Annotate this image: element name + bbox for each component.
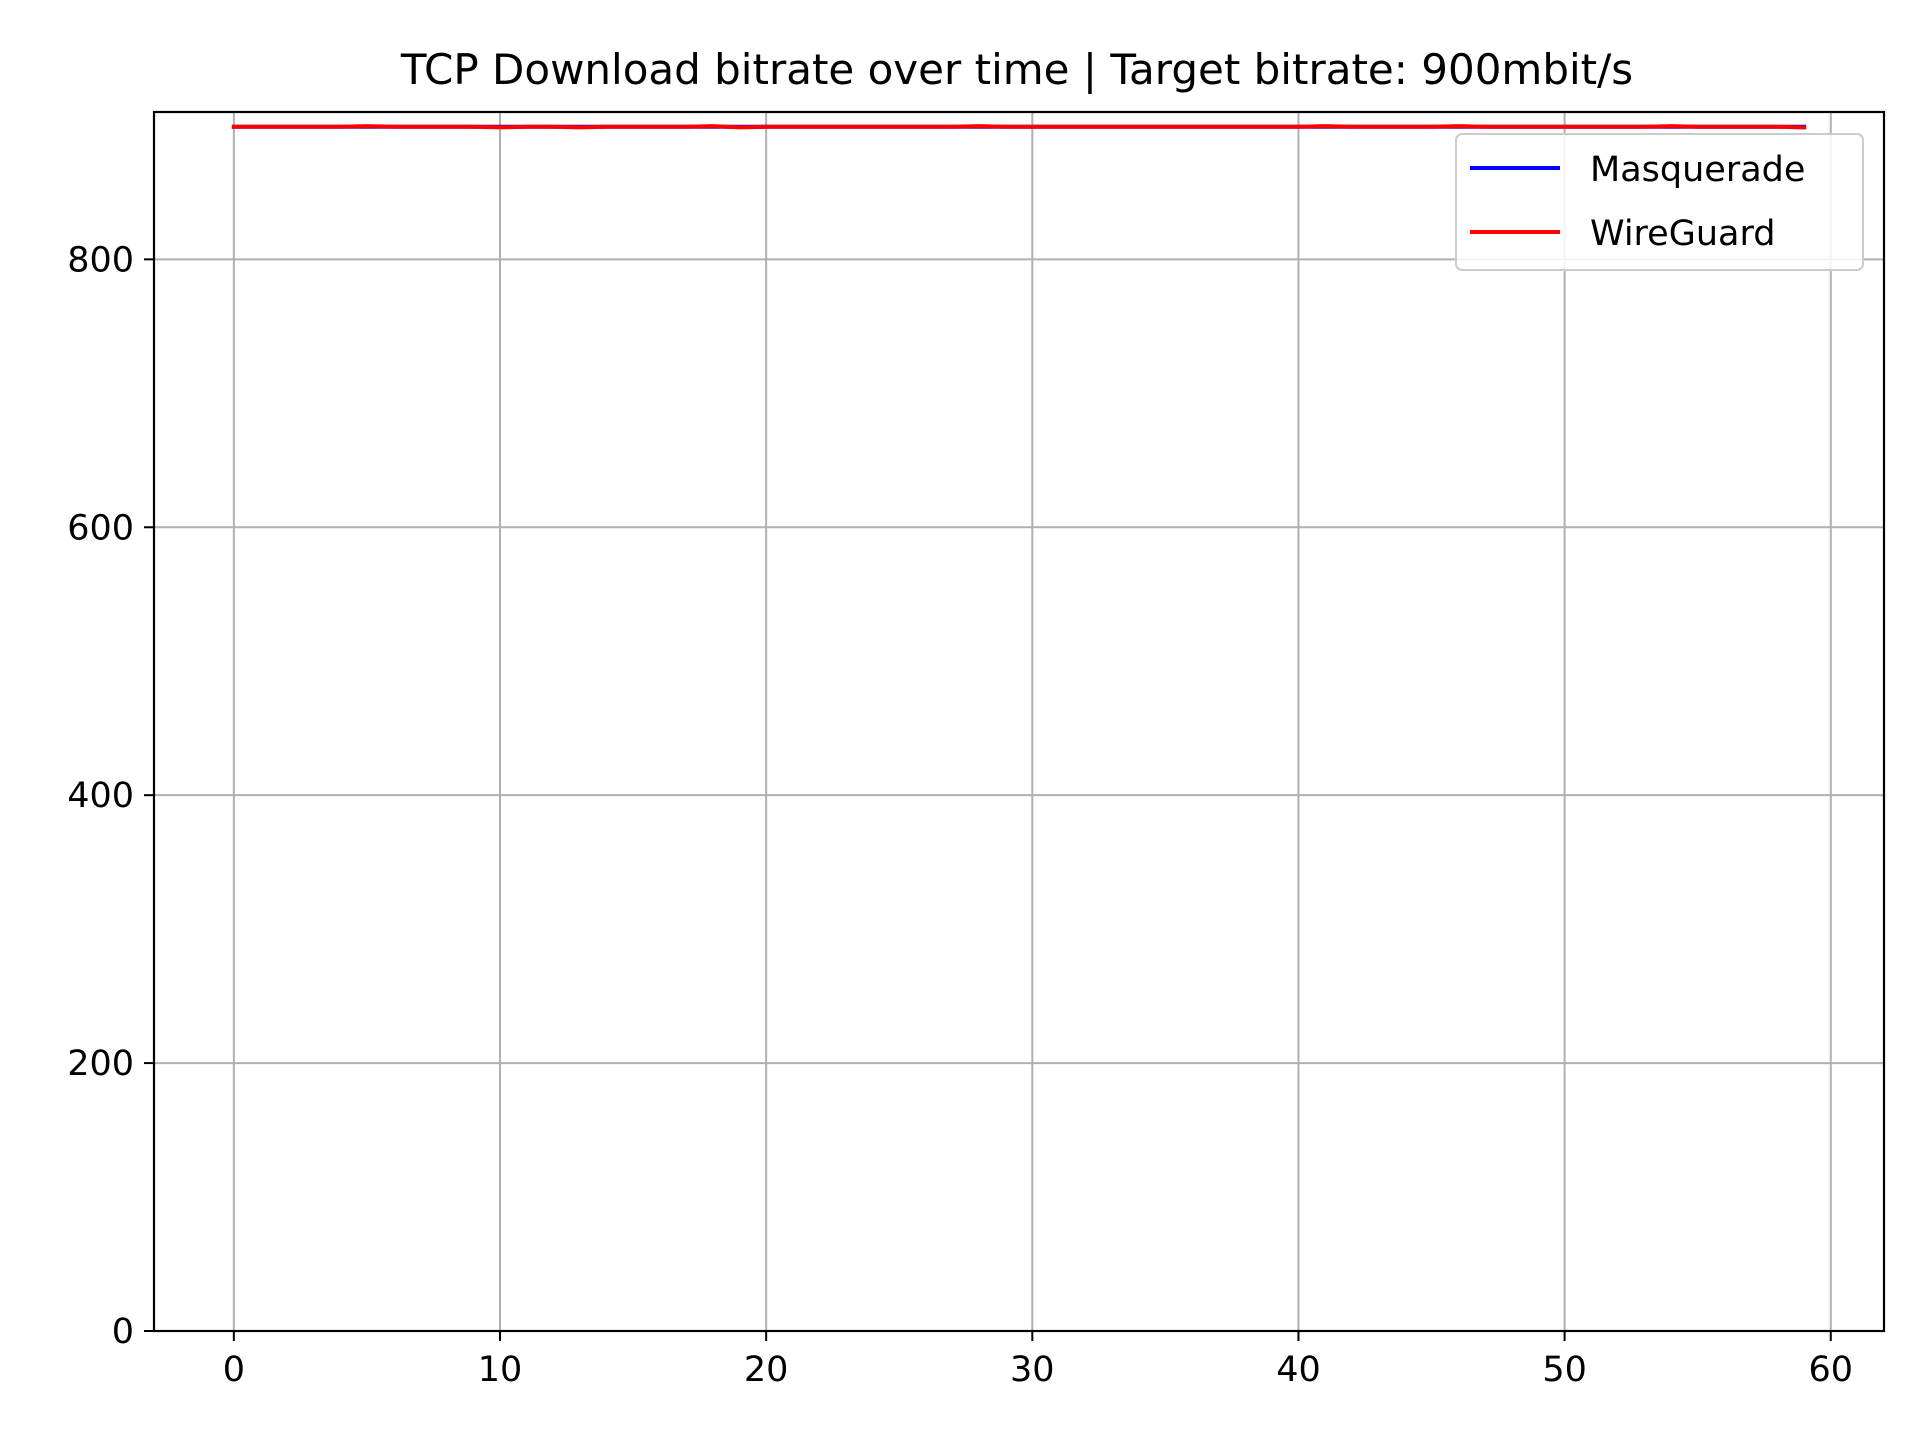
series-line-wireguard xyxy=(231,124,1807,130)
y-tick-label: 800 xyxy=(67,240,134,280)
series-lines xyxy=(231,124,1807,130)
x-tick-label: 40 xyxy=(1276,1350,1321,1390)
y-tick-label: 600 xyxy=(67,508,134,548)
axes-frame xyxy=(152,110,1886,1333)
x-tick-label: 50 xyxy=(1542,1350,1587,1390)
legend-label-masquerade: Masquerade xyxy=(1590,150,1805,190)
y-tick-label: 0 xyxy=(112,1312,134,1352)
chart-title: TCP Download bitrate over time | Target … xyxy=(400,45,1633,94)
legend: Masquerade WireGuard xyxy=(1455,133,1864,271)
y-tick-label: 200 xyxy=(67,1044,134,1084)
x-tick-label: 0 xyxy=(223,1350,245,1390)
x-tick-label: 20 xyxy=(744,1350,789,1390)
legend-label-wireguard: WireGuard xyxy=(1590,214,1775,254)
x-tick-label: 30 xyxy=(1010,1350,1055,1390)
x-tick-label: 10 xyxy=(478,1350,523,1390)
y-tick-label: 400 xyxy=(67,776,134,816)
grid xyxy=(154,112,1884,1332)
x-tick-label: 60 xyxy=(1808,1350,1853,1390)
